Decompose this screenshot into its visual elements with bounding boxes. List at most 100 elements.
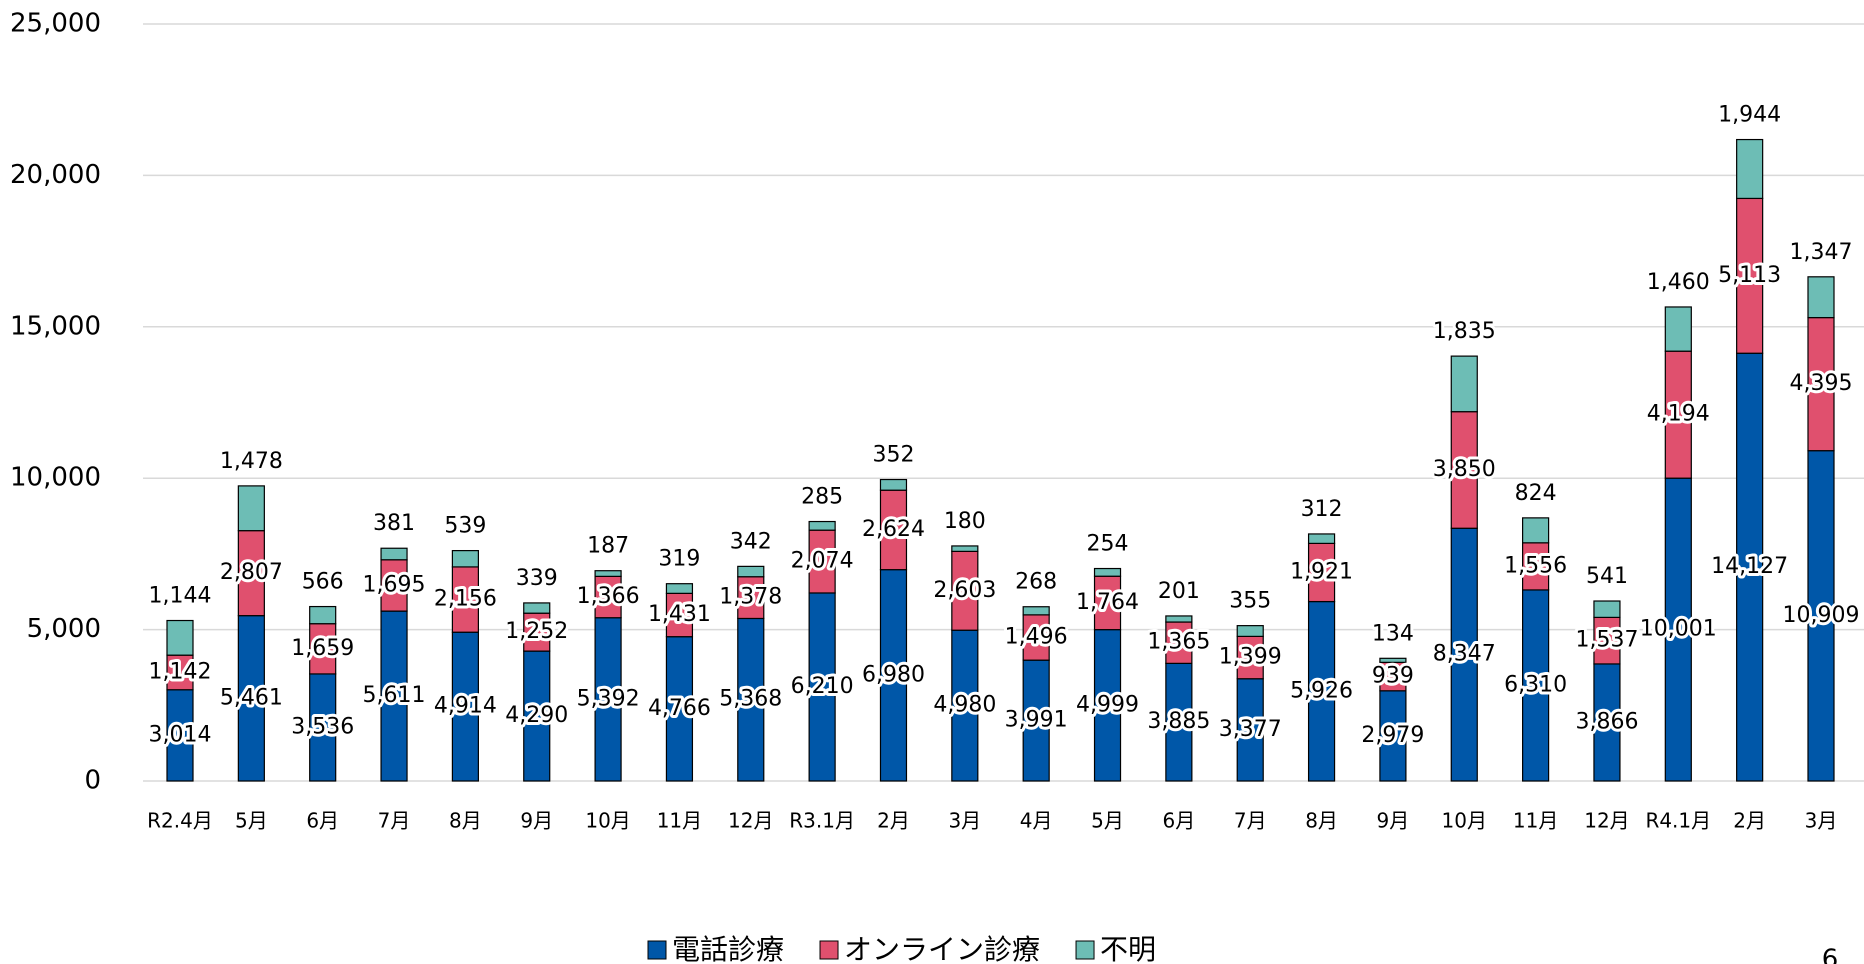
data-label: 5,611 (363, 683, 426, 708)
data-label: 10,909 (1783, 603, 1860, 628)
bar-segment (451, 549, 479, 568)
data-label: 312 (1301, 497, 1343, 522)
data-label: 6,980 (862, 662, 925, 687)
x-tick-label: 9月 (520, 809, 553, 833)
data-label: 1,478 (220, 449, 283, 474)
bar-segment (594, 575, 622, 619)
bar-segment (1807, 450, 1835, 782)
bar-segment (309, 623, 337, 675)
x-tick-label: 11月 (1513, 809, 1558, 833)
data-label: 134 (1372, 621, 1414, 646)
data-label: 4,194 (1647, 402, 1710, 427)
x-tick-label: 12月 (728, 809, 773, 833)
data-label: 1,460 (1647, 270, 1710, 295)
data-label: 355 (1229, 589, 1271, 614)
x-tick-label: 2月 (1733, 809, 1766, 833)
data-label: 5,926 (1290, 678, 1353, 703)
data-label: 2,807 (220, 560, 283, 585)
legend: 電話診療 オンライン診療 不明 (647, 933, 1156, 964)
x-tick-label: 8月 (1305, 809, 1338, 833)
bar-segment (1522, 517, 1550, 544)
data-label: 5,392 (577, 686, 640, 711)
bar-segment (451, 566, 479, 633)
data-label: 1,347 (1790, 240, 1853, 265)
x-tick-label: R4.1月 (1645, 809, 1711, 833)
bar-segment (1593, 600, 1621, 618)
bar-segment (1450, 411, 1478, 529)
bar-segment (665, 583, 694, 594)
data-label: 4,395 (1790, 371, 1853, 396)
data-label: 352 (872, 443, 914, 468)
bar-segment (1736, 352, 1764, 782)
x-tick-label: 8月 (449, 809, 482, 833)
data-label: 541 (1586, 564, 1628, 589)
data-label: 5,113 (1718, 263, 1781, 288)
data-label: 2,603 (933, 578, 996, 603)
legend-swatch (647, 940, 667, 960)
data-label: 824 (1515, 481, 1557, 506)
data-label: 1,659 (291, 636, 354, 661)
bar-segment (1379, 657, 1407, 663)
data-label: 1,399 (1219, 645, 1282, 670)
data-label: 1,142 (149, 659, 212, 684)
bar-segment (523, 650, 551, 782)
x-tick-label: R2.4月 (147, 809, 213, 833)
data-label: 180 (944, 509, 986, 534)
data-label: 4,980 (933, 693, 996, 718)
bar-segment (1022, 606, 1050, 616)
legend-swatch (819, 940, 839, 960)
x-tick-label: 12月 (1584, 809, 1629, 833)
bar-segment (665, 636, 694, 782)
bar-segment (1236, 635, 1264, 680)
data-label: 4,914 (434, 694, 497, 719)
data-label: 1,144 (149, 584, 212, 609)
data-label: 2,156 (434, 587, 497, 612)
legend-label: 不明 (1100, 933, 1156, 964)
bar-segment (237, 615, 265, 782)
bar-segment (879, 569, 908, 782)
bar-segment (1736, 138, 1764, 200)
data-label: 6,210 (791, 674, 854, 699)
data-label: 1,835 (1433, 319, 1496, 344)
x-tick-label: 7月 (378, 809, 411, 833)
bar-segment (1307, 533, 1336, 544)
data-label: 1,537 (1575, 628, 1638, 653)
data-label: 1,921 (1290, 559, 1353, 584)
data-label: 4,290 (505, 703, 568, 728)
bar-segment (1093, 567, 1122, 577)
data-label: 939 (1372, 664, 1414, 689)
bar-segment (1664, 350, 1692, 479)
bar-segment (594, 617, 622, 782)
bar-segment (1664, 477, 1692, 782)
x-tick-label: 5月 (235, 809, 268, 833)
data-label: 1,556 (1504, 553, 1567, 578)
bar-segment (1022, 659, 1050, 782)
bar-segment (380, 610, 408, 782)
bar-segment (1522, 542, 1550, 591)
x-tick-label: 11月 (657, 809, 702, 833)
data-label: 3,014 (149, 722, 212, 747)
data-label: 339 (516, 566, 558, 591)
data-label: 4,999 (1076, 692, 1139, 717)
bar-segment (879, 478, 908, 491)
y-tick-label: 0 (84, 766, 101, 796)
x-tick-label: 9月 (1377, 809, 1410, 833)
x-tick-label: 6月 (306, 809, 339, 833)
bar-segment (309, 673, 337, 782)
bar-segment (380, 559, 408, 612)
bar-segment (1165, 615, 1193, 623)
x-tick-label: 4月 (1020, 809, 1053, 833)
bar-segment (380, 547, 408, 561)
bar-segment (1165, 621, 1193, 664)
data-label: 1,365 (1147, 630, 1210, 655)
y-tick-label: 20,000 (10, 160, 101, 190)
data-label: 201 (1158, 579, 1200, 604)
x-tick-label: 2月 (877, 809, 910, 833)
bar-segment (1450, 355, 1478, 413)
data-label: 319 (658, 547, 700, 572)
data-label: 1,431 (648, 602, 711, 627)
legend-label: 電話診療 (672, 933, 784, 964)
legend-label: オンライン診療 (844, 933, 1040, 964)
bar-segment (309, 605, 337, 625)
data-label: 3,536 (291, 714, 354, 739)
